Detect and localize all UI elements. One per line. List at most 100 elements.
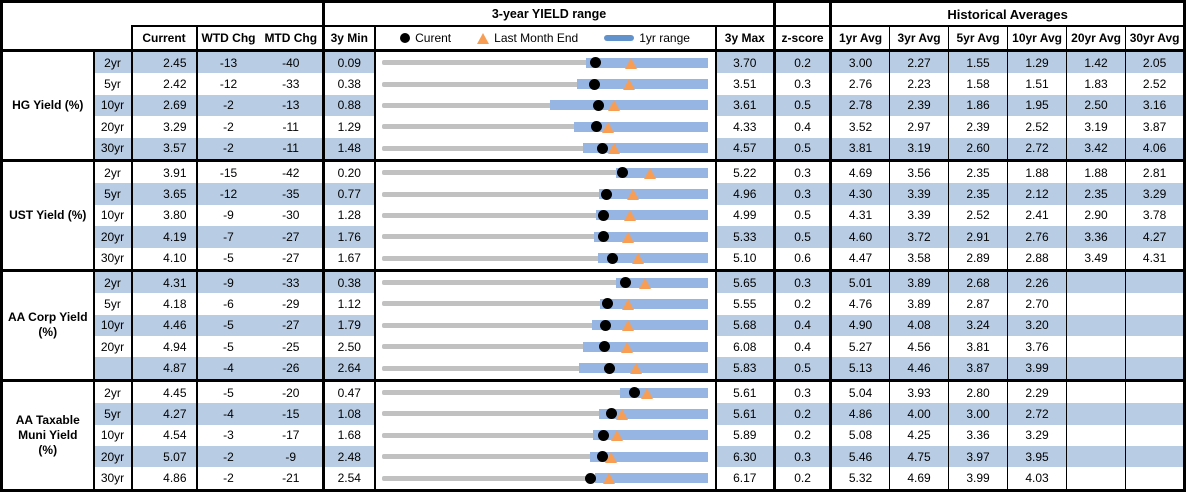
5yr-avg-value: 2.60	[948, 137, 1009, 161]
last-month-end-triangle	[630, 363, 643, 375]
mtd-chg-value: -17	[259, 424, 326, 447]
1yr-avg-value: 4.76	[830, 293, 891, 315]
wtd-chg-value: -9	[196, 268, 260, 294]
3y-min-value: 1.48	[323, 137, 376, 161]
z-score-value: 0.5	[774, 204, 833, 227]
group-label-ust-yield: UST Yield (%)	[1, 158, 95, 271]
30yr-avg-value: 2.05	[1125, 49, 1185, 74]
range-chart	[376, 53, 714, 73]
tenor-label: 10yr	[93, 314, 133, 337]
20yr-avg-value	[1066, 314, 1127, 337]
header-spacer-label	[1, 26, 132, 51]
table-row: 5yr 2.42 -12 -33 0.38 3.51 0.3 2.76 2.23 1.58 1.51…	[2, 73, 1185, 95]
table-row: 5yr 4.18 -6 -29 1.12 5.55 0.2 4.76 3.89 2.87 2.70	[2, 293, 1185, 315]
3y-max-value: 5.61	[715, 403, 777, 425]
group-label-line: UST Yield (%)	[9, 207, 87, 222]
1yr-range-bar	[583, 143, 708, 154]
current-dot	[598, 231, 610, 243]
wtd-chg-value: -12	[219, 77, 238, 92]
current-value: 3.65	[131, 183, 198, 205]
last-month-end-triangle	[639, 277, 652, 289]
20yr-avg-value	[1066, 424, 1127, 447]
current-value: 4.18	[131, 293, 198, 315]
col-header-3y-min: 3y Min	[322, 25, 376, 52]
3y-max-value: 5.22	[715, 158, 777, 184]
current-value: 3.57	[131, 137, 198, 161]
20yr-avg-value	[1066, 403, 1127, 425]
20yr-avg-value: 3.42	[1066, 137, 1127, 161]
mtd-chg-value: -29	[259, 293, 326, 315]
mtd-chg-value: -15	[259, 403, 326, 425]
3y-min-value: 1.29	[323, 116, 376, 138]
wtd-chg-value: -9	[223, 208, 234, 223]
1yr-avg-value: 4.60	[830, 226, 891, 248]
1yr-avg-value: 3.52	[830, 116, 891, 138]
3y-min-value: 2.64	[323, 357, 376, 381]
3y-max-value: 5.68	[715, 314, 777, 337]
5yr-avg-value: 2.35	[948, 183, 1009, 205]
z-score-value: 0.6	[774, 247, 833, 271]
tenor-label: 2yr	[93, 378, 133, 404]
group-label-line: (%)	[38, 442, 58, 457]
1yr-avg-value: 4.90	[830, 314, 891, 337]
30yr-avg-value: 4.31	[1142, 251, 1167, 266]
10yr-avg-value: 3.99	[1007, 357, 1068, 381]
3yr-avg-value: 3.89	[889, 268, 950, 294]
range-chart	[376, 425, 714, 446]
3y-max-value: 6.08	[715, 336, 777, 358]
table-row: UST Yield (%) 2yr 3.91 -15 -42 0.20 5.22 0.3 4.6…	[1, 158, 1185, 271]
1yr-range-bar	[593, 231, 708, 242]
last-month-end-triangle	[603, 473, 616, 485]
legend-current-label: Curent	[415, 31, 452, 45]
wtd-chg-value: -15	[196, 158, 260, 184]
last-month-end-triangle	[623, 210, 636, 222]
range-chart-cell	[374, 204, 717, 227]
current-dot	[590, 121, 602, 133]
3yr-avg-value: 3.58	[889, 247, 950, 271]
3y-max-value: 6.30	[715, 446, 777, 468]
z-score-value: 0.2	[774, 424, 833, 447]
col-header-5yr-avg: 5yr Avg	[948, 25, 1009, 52]
20yr-avg-value: 3.49	[1066, 247, 1127, 271]
current-value: 2.42	[131, 73, 198, 95]
last-month-end-triangle	[604, 451, 617, 463]
col-header-3y-max: 3y Max	[714, 25, 777, 52]
current-dot	[600, 188, 612, 200]
3y-max-value: 6.17	[715, 467, 777, 491]
30yr-avg-value: 3.87	[1142, 119, 1167, 134]
10yr-avg-value: 2.41	[1007, 204, 1068, 227]
1yr-avg-value: 5.08	[830, 424, 891, 447]
last-month-end-triangle	[627, 189, 640, 201]
current-value: 3.29	[131, 116, 198, 138]
current-value: 4.45	[131, 378, 198, 404]
3yr-avg-value: 4.69	[889, 467, 950, 491]
5yr-avg-value: 2.52	[948, 204, 1009, 227]
range-chart-cell	[374, 183, 717, 205]
table-row: 30yr 4.10 -5 -27 1.67 5.10 0.6 4.47 3.58 2.89 2.88…	[2, 247, 1185, 271]
current-dot	[598, 341, 610, 353]
3y-min-value: 1.12	[323, 293, 376, 315]
1yr-range-bar	[616, 277, 708, 288]
current-dot	[604, 362, 616, 374]
tenor-label: 10yr	[93, 94, 133, 117]
5yr-avg-value: 3.87	[948, 357, 1009, 381]
current-dot	[584, 472, 596, 484]
3y-range-track	[382, 212, 708, 218]
last-month-end-triangle	[607, 100, 620, 112]
group-label-aa-taxable-muni-yield: AA Taxable Muni Yield (%)	[1, 378, 95, 491]
5yr-avg-value: 3.36	[948, 424, 1009, 447]
range-chart-cell	[374, 336, 717, 358]
wtd-chg-value: -5	[223, 251, 234, 266]
current-value: 3.91	[131, 158, 198, 184]
tenor-label: 10yr	[93, 424, 133, 447]
col-header-wtd-chg: WTD Chg	[195, 25, 260, 52]
mtd-chg-value: -27	[259, 247, 326, 271]
last-month-end-triangle	[602, 121, 615, 133]
1yr-range-bar-icon	[604, 35, 635, 41]
3y-min-value: 0.38	[323, 73, 376, 95]
30yr-avg-value	[1125, 446, 1185, 468]
1yr-avg-value: 4.31	[830, 204, 891, 227]
3y-max-value: 5.33	[715, 226, 777, 248]
range-chart-cell	[374, 247, 717, 271]
3y-range-track	[382, 390, 708, 396]
